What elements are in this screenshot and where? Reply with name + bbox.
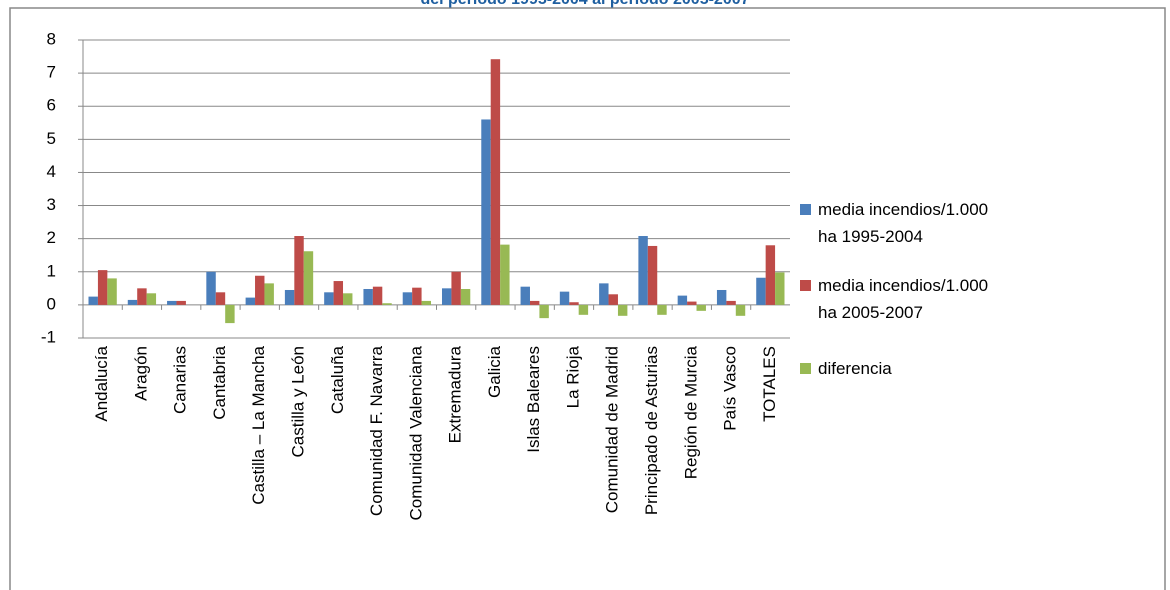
x-tick-label: TOTALES <box>760 346 779 422</box>
bar <box>726 300 736 305</box>
bar <box>255 275 265 305</box>
bar <box>127 299 138 305</box>
bar <box>539 304 549 319</box>
bar <box>735 304 746 316</box>
x-tick-label: Aragón <box>131 346 150 401</box>
bar <box>107 278 117 305</box>
bar <box>520 286 530 305</box>
bar <box>756 277 766 305</box>
bar <box>324 292 334 305</box>
y-tick-label: 1 <box>47 261 56 280</box>
bar <box>638 236 648 305</box>
bar <box>382 303 392 305</box>
y-tick-label: -1 <box>41 327 56 346</box>
bar <box>578 304 589 315</box>
bar <box>333 281 344 305</box>
legend-label: media incendios/1.000 ha 2005-2007 <box>818 276 989 322</box>
bar <box>176 300 186 305</box>
bar <box>363 288 373 305</box>
bar <box>775 272 785 305</box>
bar <box>490 59 501 305</box>
bar <box>284 289 295 305</box>
legend-swatch <box>800 363 811 374</box>
x-tick-label: Región de Murcia <box>681 345 700 479</box>
y-tick-label: 2 <box>47 228 56 247</box>
bar <box>569 302 579 305</box>
bar <box>294 236 304 305</box>
bar <box>225 304 235 324</box>
x-tick-label: Cantabria <box>210 345 229 419</box>
bar <box>677 295 688 305</box>
bar <box>206 271 216 305</box>
x-tick-label: La Rioja <box>563 345 582 408</box>
y-tick-label: 3 <box>47 195 56 214</box>
legend-entry: media incendios/1.000 ha 1995-2004 <box>800 196 1000 250</box>
y-tick-label: 7 <box>47 63 56 82</box>
legend-entry: diferencia <box>800 355 1000 382</box>
x-tick-label: Canarias <box>171 346 190 414</box>
bar <box>481 119 491 305</box>
y-tick-label: 6 <box>47 96 56 115</box>
bar <box>451 271 461 305</box>
bar <box>460 288 471 305</box>
bar <box>421 300 432 305</box>
bar <box>88 296 98 305</box>
bar <box>500 244 510 305</box>
bar <box>765 245 776 305</box>
legend-entry: media incendios/1.000 ha 2005-2007 <box>800 272 1000 326</box>
y-tick-label: 0 <box>47 294 56 313</box>
bar <box>687 301 697 305</box>
x-tick-label: Extremadura <box>446 345 465 443</box>
x-tick-label: Comunidad Valenciana <box>406 345 425 520</box>
chart-title: del periodo 1995-2004 al periodo 2005-20… <box>420 0 749 8</box>
x-tick-label: Castilla – La Mancha <box>249 345 268 504</box>
bar <box>343 293 353 305</box>
bar <box>402 292 413 305</box>
x-tick-label: Cataluña <box>328 345 347 414</box>
bar <box>696 304 706 311</box>
x-tick-label: Comunidad de Madrid <box>603 346 622 513</box>
x-tick-label: Principado de Asturias <box>642 346 661 515</box>
bar <box>372 286 383 305</box>
bar <box>146 293 157 305</box>
bar <box>559 291 570 305</box>
bar <box>167 300 177 305</box>
bar <box>137 288 147 305</box>
bar <box>617 304 628 316</box>
bar <box>245 297 256 305</box>
legend-swatch <box>800 204 811 215</box>
bar <box>303 251 314 305</box>
bar <box>599 283 609 305</box>
bar <box>657 304 667 315</box>
bar <box>608 294 618 305</box>
bar <box>441 288 452 305</box>
x-tick-label: País Vasco <box>721 346 740 431</box>
legend-swatch <box>800 280 811 291</box>
bar <box>264 283 274 305</box>
bar <box>716 289 727 305</box>
bar <box>97 270 108 305</box>
legend-label: media incendios/1.000 ha 1995-2004 <box>818 200 989 246</box>
x-tick-label: Islas Baleares <box>524 346 543 453</box>
y-tick-label: 4 <box>47 162 56 181</box>
bar <box>647 245 658 305</box>
y-tick-label: 8 <box>47 29 56 48</box>
bar <box>529 300 540 305</box>
chart-frame <box>9 7 1166 590</box>
legend-label: diferencia <box>818 359 892 378</box>
bar <box>412 287 422 305</box>
x-tick-label: Galicia <box>485 345 504 398</box>
bar <box>215 292 226 305</box>
x-tick-label: Andalucía <box>92 345 111 421</box>
x-tick-label: Castilla y León <box>289 346 308 458</box>
x-tick-label: Comunidad F. Navarra <box>367 345 386 516</box>
y-tick-label: 5 <box>47 129 56 148</box>
